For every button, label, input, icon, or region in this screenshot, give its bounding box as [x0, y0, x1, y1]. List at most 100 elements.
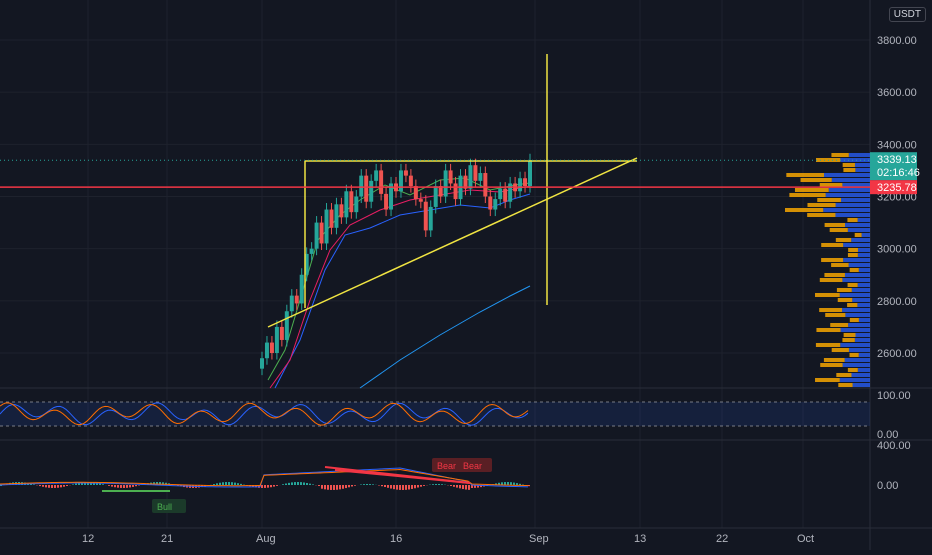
volume-profile-bar — [823, 208, 870, 212]
macd-histogram-bar — [132, 485, 134, 487]
candle-body — [275, 327, 279, 353]
candle-body — [498, 189, 502, 199]
time-tick-label: 13 — [634, 533, 646, 545]
volume-profile-bar — [858, 283, 870, 287]
candle-body — [399, 170, 403, 191]
macd-histogram-bar — [123, 485, 125, 488]
macd-histogram-bar — [369, 484, 371, 485]
macd-histogram-bar — [411, 485, 413, 489]
macd-histogram-bar — [417, 485, 419, 488]
price-tick-label: 3800.00 — [877, 35, 917, 47]
macd-histogram-bar — [318, 485, 320, 486]
volume-profile-bar — [855, 168, 870, 172]
candle-body — [523, 178, 527, 186]
candle-body — [483, 173, 487, 196]
macd-histogram-bar — [225, 482, 227, 485]
candle-body — [429, 207, 433, 230]
bear-signal-tag-text: Bear — [437, 461, 456, 471]
volume-profile-bar — [840, 378, 870, 382]
volume-profile-bar — [851, 373, 870, 377]
macd-histogram-bar — [327, 485, 329, 490]
volume-profile-bar — [831, 153, 848, 157]
volume-profile-bar — [838, 383, 852, 387]
volume-profile-bar — [858, 218, 870, 222]
macd-histogram-bar — [261, 485, 263, 488]
macd-histogram-bar — [51, 485, 53, 488]
macd-histogram-bar — [63, 485, 65, 487]
macd-histogram-bar — [273, 485, 275, 487]
macd-histogram-bar — [453, 485, 455, 487]
macd-histogram-bar — [300, 482, 302, 485]
volume-profile-bar — [824, 273, 845, 277]
candle-body — [280, 327, 284, 340]
macd-histogram-bar — [312, 484, 314, 485]
macd-histogram-bar — [372, 484, 374, 485]
volume-profile-bar — [845, 273, 870, 277]
volume-profile-bar — [786, 173, 824, 177]
macd-histogram-bar — [366, 484, 368, 485]
time-tick-label: 21 — [161, 533, 173, 545]
macd-histogram-bar — [237, 483, 239, 485]
volume-profile-bar — [858, 253, 870, 257]
volume-profile-bar — [857, 303, 870, 307]
bull-signal-tag-text: Bull — [157, 502, 172, 512]
volume-profile-bar — [855, 233, 862, 237]
candle-body — [434, 186, 438, 207]
volume-profile-bar — [843, 243, 870, 247]
candle-body — [349, 191, 353, 212]
candle-body — [454, 183, 458, 199]
macd-histogram-bar — [285, 484, 287, 485]
macd-histogram-bar — [288, 483, 290, 485]
candle-body — [285, 311, 289, 340]
macd-histogram-bar — [384, 485, 386, 487]
volume-profile-bar — [836, 203, 870, 207]
macd-histogram-bar — [282, 484, 284, 485]
price-tick-label: 3000.00 — [877, 244, 917, 256]
macd-histogram-bar — [336, 485, 338, 490]
volume-profile-bar — [817, 198, 841, 202]
volume-profile-bar — [850, 268, 859, 272]
volume-profile-bar — [820, 183, 843, 187]
currency-badge[interactable]: USDT — [889, 7, 926, 22]
candle-body — [359, 176, 363, 197]
volume-profile-bar — [807, 203, 835, 207]
macd-histogram-bar — [231, 482, 233, 485]
volume-profile-bar — [840, 293, 870, 297]
volume-profile-bar — [795, 188, 829, 192]
macd-histogram-bar — [48, 485, 50, 488]
candle-body — [260, 358, 264, 368]
macd-histogram-bar — [354, 485, 356, 486]
macd-histogram-bar — [114, 485, 116, 487]
macd-histogram-bar — [528, 485, 530, 486]
volume-profile-bar — [815, 378, 840, 382]
macd-histogram-bar — [270, 485, 272, 487]
macd-histogram-bar — [228, 482, 230, 485]
volume-profile-bar — [821, 258, 843, 262]
volume-profile-bar — [847, 303, 857, 307]
volume-profile-bar — [843, 168, 855, 172]
candle-body — [374, 170, 378, 180]
macd-histogram-bar — [342, 485, 344, 489]
volume-profile-bar — [829, 188, 870, 192]
candle-body — [310, 249, 314, 254]
volume-profile-bar — [855, 333, 870, 337]
volume-profile-bar — [842, 338, 854, 342]
volume-profile-bar — [842, 183, 870, 187]
volume-profile-bar — [849, 153, 870, 157]
macd-histogram-bar — [513, 483, 515, 485]
candle-body — [295, 296, 299, 304]
macd-histogram-bar — [240, 484, 242, 485]
bear-signal-tag-text: Bear — [463, 461, 482, 471]
candle-body — [409, 176, 413, 186]
macd-histogram-bar — [462, 485, 464, 489]
macd-histogram-bar — [33, 484, 35, 485]
volume-profile-bar — [841, 198, 870, 202]
volume-profile-bar — [837, 288, 852, 292]
macd-histogram-bar — [330, 485, 332, 490]
macd-histogram-bar — [507, 482, 509, 485]
volume-profile-bar — [838, 298, 853, 302]
candle-body — [379, 170, 383, 193]
candle-body — [488, 197, 492, 210]
